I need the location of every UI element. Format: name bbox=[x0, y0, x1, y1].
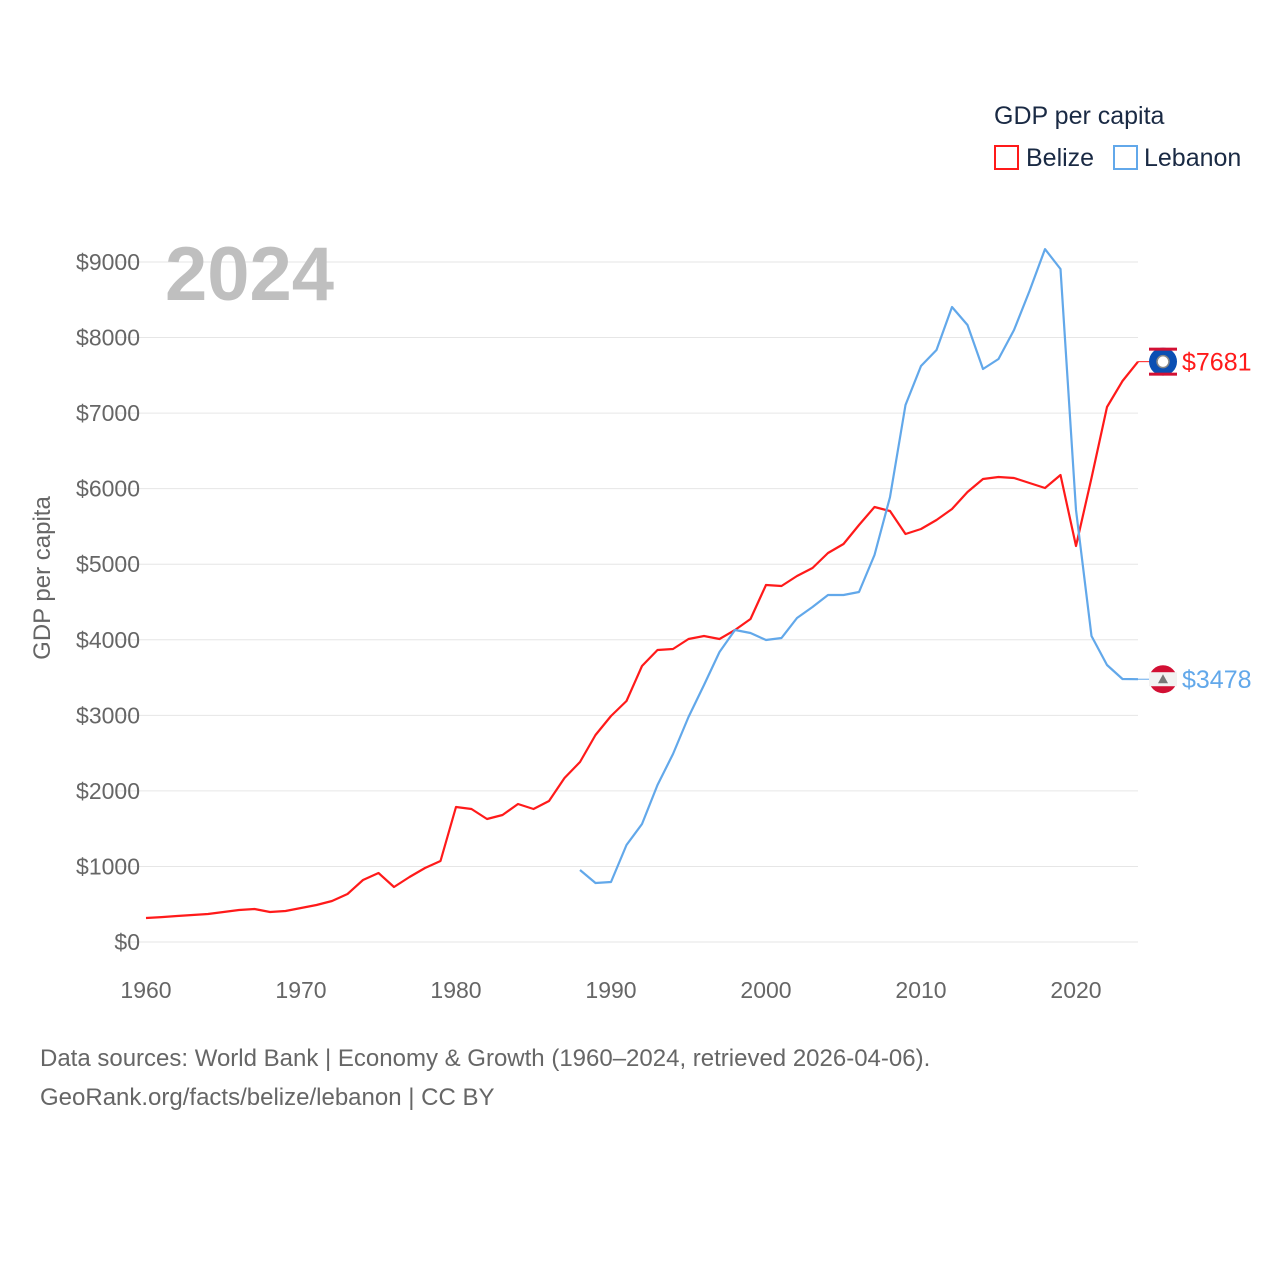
flag-emblem bbox=[1156, 354, 1170, 369]
cedar bbox=[1158, 674, 1168, 684]
x-tick-label: 1990 bbox=[585, 977, 636, 1003]
y-tick-label: $9000 bbox=[76, 249, 140, 275]
flag-stripe bbox=[1149, 347, 1177, 351]
y-tick-label: $1000 bbox=[76, 853, 140, 879]
end-value-label-lebanon: $3478 bbox=[1182, 666, 1252, 694]
end-value-label-belize: $7681 bbox=[1182, 349, 1252, 377]
x-tick-label: 1980 bbox=[430, 977, 481, 1003]
y-tick-label: $3000 bbox=[76, 702, 140, 728]
x-tick-label: 1970 bbox=[275, 977, 326, 1003]
x-tick-label: 2010 bbox=[895, 977, 946, 1003]
y-tick-label: $0 bbox=[114, 929, 140, 955]
flag-stripe bbox=[1149, 372, 1177, 376]
x-tick-label: 1960 bbox=[120, 977, 171, 1003]
lebanon-flag-icon bbox=[1149, 665, 1177, 694]
x-tick-label: 2020 bbox=[1050, 977, 1101, 1003]
y-tick-label: $5000 bbox=[76, 551, 140, 577]
belize-flag-icon bbox=[1149, 347, 1177, 376]
series-line-belize bbox=[145, 361, 1139, 920]
y-tick-label: $2000 bbox=[76, 778, 140, 804]
footer-sources: Data sources: World Bank | Economy & Gro… bbox=[40, 1045, 931, 1072]
legend-swatch-lebanon[interactable] bbox=[1113, 145, 1138, 170]
legend-label-belize[interactable]: Belize bbox=[1026, 144, 1094, 172]
series-line-lebanon bbox=[579, 248, 1139, 885]
year-label: 2024 bbox=[165, 232, 334, 317]
legend-title: GDP per capita bbox=[994, 102, 1165, 130]
y-tick-label: $6000 bbox=[76, 476, 140, 502]
legend-label-lebanon[interactable]: Lebanon bbox=[1144, 144, 1241, 172]
y-tick-label: $7000 bbox=[76, 400, 140, 426]
x-tick-label: 2000 bbox=[740, 977, 791, 1003]
footer-attribution[interactable]: GeoRank.org/facts/belize/lebanon | CC BY bbox=[40, 1084, 495, 1111]
y-tick-label: $8000 bbox=[76, 325, 140, 351]
legend-swatch-belize[interactable] bbox=[994, 145, 1019, 170]
y-axis-label: GDP per capita bbox=[29, 496, 56, 660]
y-tick-label: $4000 bbox=[76, 627, 140, 653]
